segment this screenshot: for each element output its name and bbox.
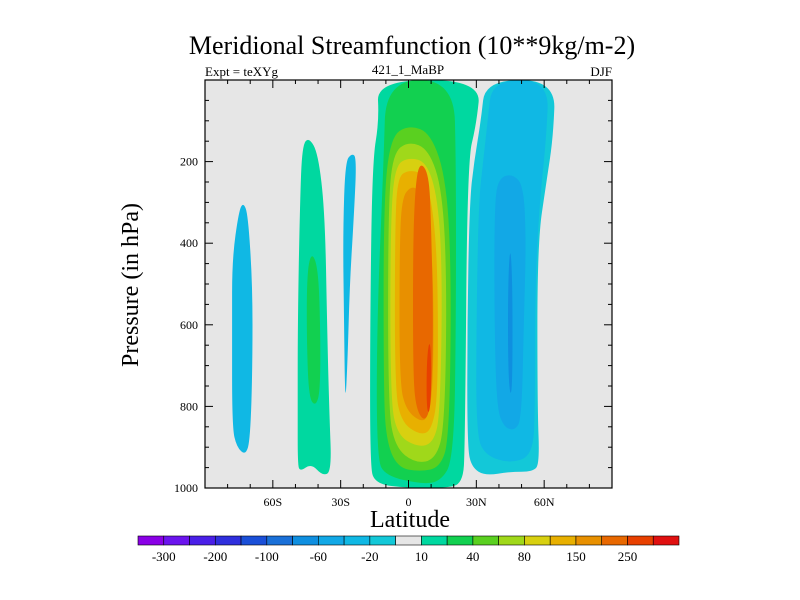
y-tick-label: 800: [180, 399, 198, 413]
contour-region-3: [343, 154, 356, 393]
colorbar-swatch: [266, 535, 293, 546]
chart-subtitle-left: Expt = teXYg: [205, 64, 279, 79]
colorbar-swatch: [472, 535, 499, 546]
colorbar-label: 40: [466, 549, 479, 564]
colorbar-label: -60: [310, 549, 327, 564]
chart-title: Meridional Streamfunction (10**9kg/m-2): [189, 31, 635, 60]
colorbar-swatch: [343, 535, 371, 546]
colorbar-label: -200: [203, 549, 227, 564]
colorbar-swatch: [214, 535, 242, 546]
colorbar-swatch: [292, 535, 319, 546]
x-axis-ticks: 60S 30S 0 30N 60N: [204, 80, 613, 509]
y-axis-label: Pressure (in hPa): [118, 203, 144, 367]
y-tick-label: 200: [180, 155, 198, 169]
contour-region-16: [508, 253, 513, 393]
colorbar-swatch: [652, 535, 680, 546]
colorbar-label: 80: [518, 549, 531, 564]
colorbar-swatch: [163, 535, 190, 546]
colorbar-swatch: [446, 535, 474, 546]
colorbar-label: -100: [255, 549, 279, 564]
chart-subtitle-right: DJF: [590, 64, 612, 79]
colorbar-swatch: [524, 535, 551, 546]
colorbar-label: -20: [361, 549, 378, 564]
colorbar-swatch: [318, 535, 345, 546]
x-tick-label: 30N: [466, 495, 487, 509]
x-axis-label: Latitude: [370, 507, 450, 533]
colorbar-swatch: [137, 535, 165, 546]
colorbar-label: 250: [618, 549, 638, 564]
contour-region-12: [426, 344, 432, 412]
colorbar-swatch: [395, 535, 422, 546]
x-tick-label: 60N: [534, 495, 555, 509]
colorbar-swatch: [575, 535, 603, 546]
x-tick-label: 30S: [331, 495, 350, 509]
colorbar-swatch: [421, 535, 448, 546]
colorbar: -300 -200 -100 -60 -20 10 40 80 150 250: [137, 535, 680, 564]
colorbar-label: 150: [566, 549, 586, 564]
y-axis-ticks: 200 400 600 800 1000: [174, 99, 612, 495]
colorbar-swatch: [601, 535, 628, 546]
y-tick-label: 600: [180, 318, 198, 332]
colorbar-label: -300: [152, 549, 176, 564]
y-tick-label: 1000: [174, 481, 198, 495]
colorbar-swatch: [549, 535, 577, 546]
colorbar-swatch: [498, 535, 525, 546]
colorbar-label: 10: [415, 549, 428, 564]
x-tick-label: 0: [406, 495, 412, 509]
contour-region-0: [232, 204, 253, 453]
y-tick-label: 400: [180, 236, 198, 250]
contour-region-2: [306, 256, 321, 404]
chart-subtitle-center: 421_1_MaBP: [372, 62, 444, 77]
contour-regions: [232, 80, 555, 488]
colorbar-swatch: [189, 535, 216, 546]
colorbar-swatch: [240, 535, 268, 546]
x-tick-label: 60S: [263, 495, 282, 509]
colorbar-swatch: [627, 535, 654, 546]
colorbar-swatch: [369, 535, 396, 546]
